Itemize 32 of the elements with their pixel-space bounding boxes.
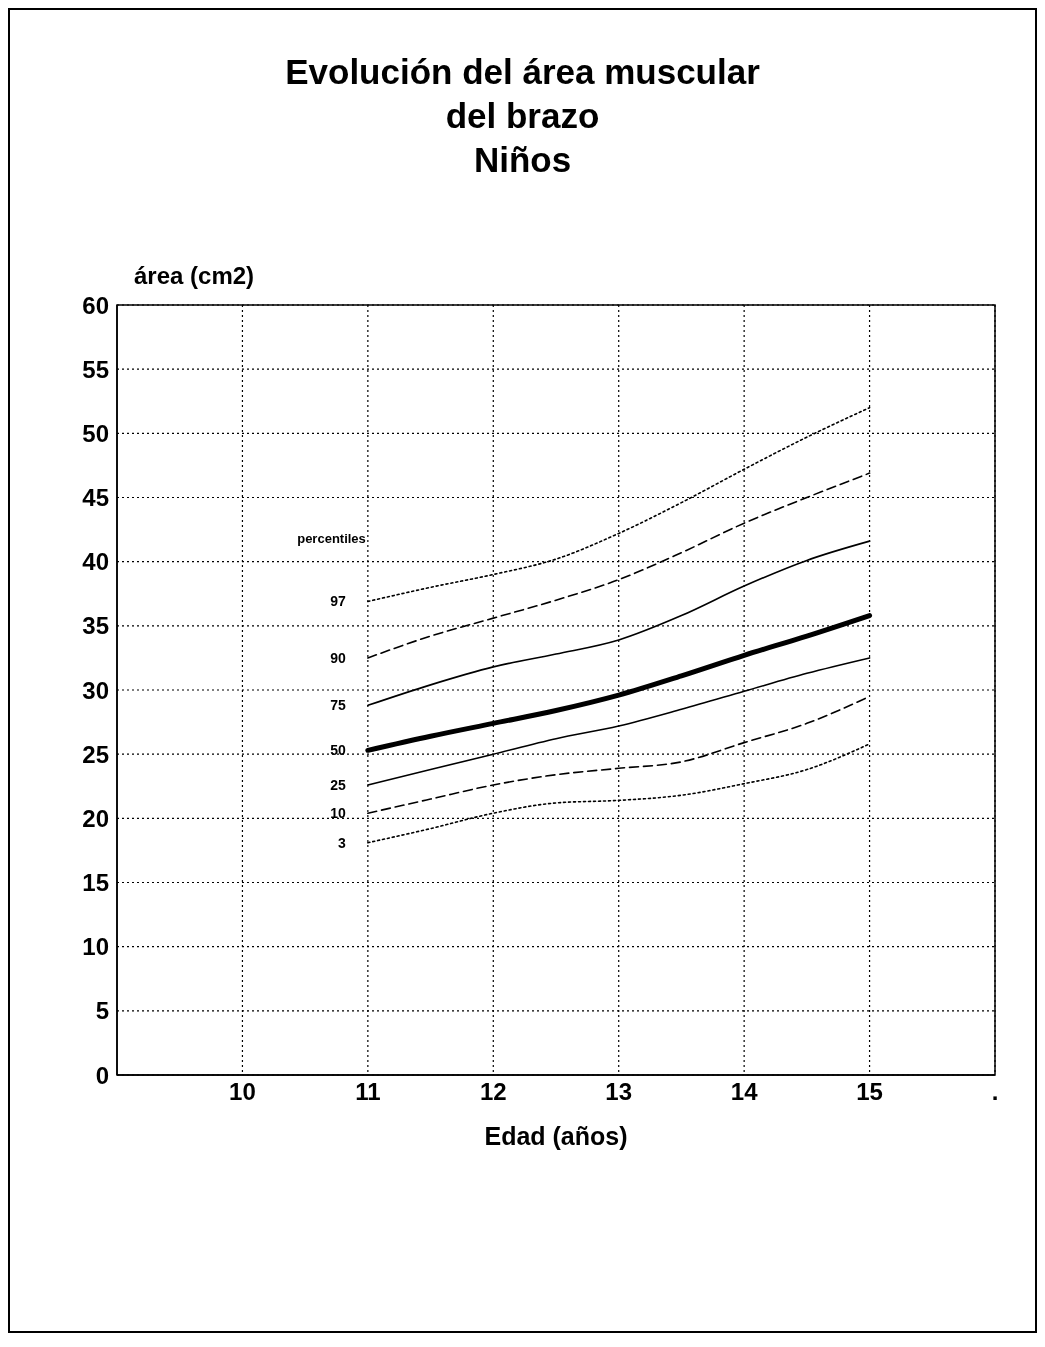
y-tick-label: 45 <box>82 484 109 512</box>
series-label: 97 <box>330 593 347 610</box>
y-tick-label: 55 <box>82 355 109 383</box>
y-tick-label: 20 <box>82 804 109 832</box>
y-tick-label: 60 <box>82 291 109 319</box>
y-tick-label: 35 <box>82 612 109 640</box>
chart-title: Evolución del área muscular del brazo <box>284 51 761 137</box>
series-label: 90 <box>330 649 347 666</box>
y-tick-label: 50 <box>82 419 109 447</box>
x-axis-title: Edad (años) <box>484 1122 628 1150</box>
series-label: 10 <box>330 805 347 822</box>
x-tick-label: 15 <box>856 1078 883 1106</box>
y-tick-label: 40 <box>82 548 109 576</box>
x-tick-label: . <box>991 1078 999 1106</box>
series-label: 75 <box>330 697 347 714</box>
y-axis-title: área (cm2) <box>134 262 255 290</box>
y-tick-label: 30 <box>82 676 109 704</box>
x-tick-label: 13 <box>605 1078 633 1106</box>
legend-title: percentiles <box>297 531 366 547</box>
series-label: 25 <box>330 776 347 793</box>
y-tick-label: 25 <box>82 740 109 768</box>
y-tick-label: 15 <box>82 869 109 897</box>
y-tick-label: 5 <box>95 997 109 1025</box>
series-label: 50 <box>330 742 347 759</box>
x-tick-label: 14 <box>730 1078 759 1106</box>
y-tick-label: 0 <box>95 1061 109 1089</box>
y-tick-label: 10 <box>82 933 109 961</box>
x-tick-label: 10 <box>229 1078 256 1106</box>
chart-subtitle: Niños <box>472 139 573 181</box>
x-tick-label: 12 <box>479 1078 507 1106</box>
series-label: 3 <box>338 834 347 851</box>
x-tick-label: 11 <box>355 1078 381 1106</box>
